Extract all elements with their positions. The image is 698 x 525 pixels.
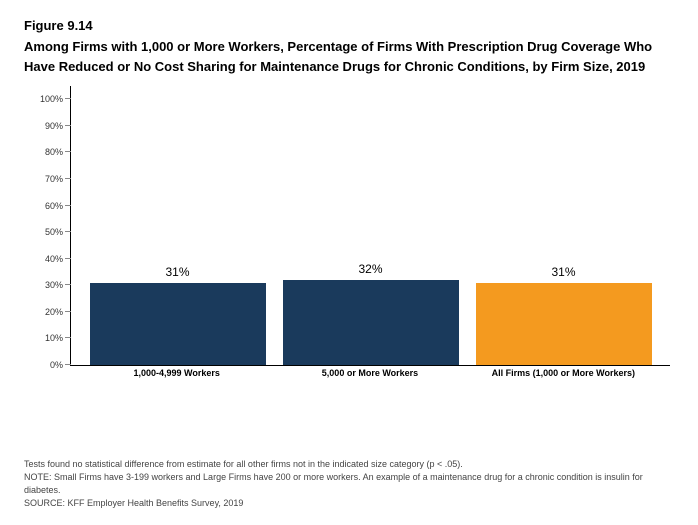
figure-number: Figure 9.14 [24,18,674,33]
y-tick [65,258,71,259]
bars-group: 31% 32% 31% [71,86,670,365]
y-tick-label: 90% [45,121,63,131]
figure-container: Figure 9.14 Among Firms with 1,000 or Mo… [0,0,698,396]
y-tick-label: 60% [45,201,63,211]
bar [476,283,652,365]
y-tick [65,98,71,99]
y-tick-label: 40% [45,254,63,264]
y-tick [65,311,71,312]
y-tick-label: 70% [45,174,63,184]
x-tick-label: 1,000-4,999 Workers [80,368,273,386]
y-tick [65,151,71,152]
x-tick-label: 5,000 or More Workers [273,368,466,386]
y-tick [65,284,71,285]
y-tick [65,205,71,206]
footnote-test: Tests found no statistical difference fr… [24,458,674,471]
y-tick [65,178,71,179]
y-tick-label: 100% [40,94,63,104]
chart-area: 31% 32% 31% 0% 10% 20% 30% 40% 50% 60% 70% 80% 90% 1… [38,86,674,386]
y-tick [65,337,71,338]
y-tick-label: 0% [50,360,63,370]
y-tick [65,364,71,365]
footnotes: Tests found no statistical difference fr… [24,458,674,511]
bar-column: 31% [81,86,274,365]
bar-column: 31% [467,86,660,365]
figure-title: Among Firms with 1,000 or More Workers, … [24,37,664,76]
y-tick-label: 50% [45,227,63,237]
plot-area: 31%32%31% 0%10%20%30%40%50%60%70%80%90%1… [70,86,670,366]
y-tick-label: 80% [45,147,63,157]
x-axis-labels: 1,000-4,999 Workers5,000 or More Workers… [70,368,670,386]
y-tick [65,231,71,232]
footnote-source: SOURCE: KFF Employer Health Benefits Sur… [24,497,674,510]
bar-value-label: 31% [551,265,575,279]
bar-column: 32% [274,86,467,365]
y-tick-label: 10% [45,333,63,343]
y-tick-label: 30% [45,280,63,290]
bar [283,280,459,365]
y-tick-label: 20% [45,307,63,317]
bar-value-label: 32% [358,262,382,276]
y-tick [65,125,71,126]
bar-value-label: 31% [165,265,189,279]
footnote-note: NOTE: Small Firms have 3-199 workers and… [24,471,674,496]
x-tick-label: All Firms (1,000 or More Workers) [467,368,660,386]
bar [90,283,266,365]
